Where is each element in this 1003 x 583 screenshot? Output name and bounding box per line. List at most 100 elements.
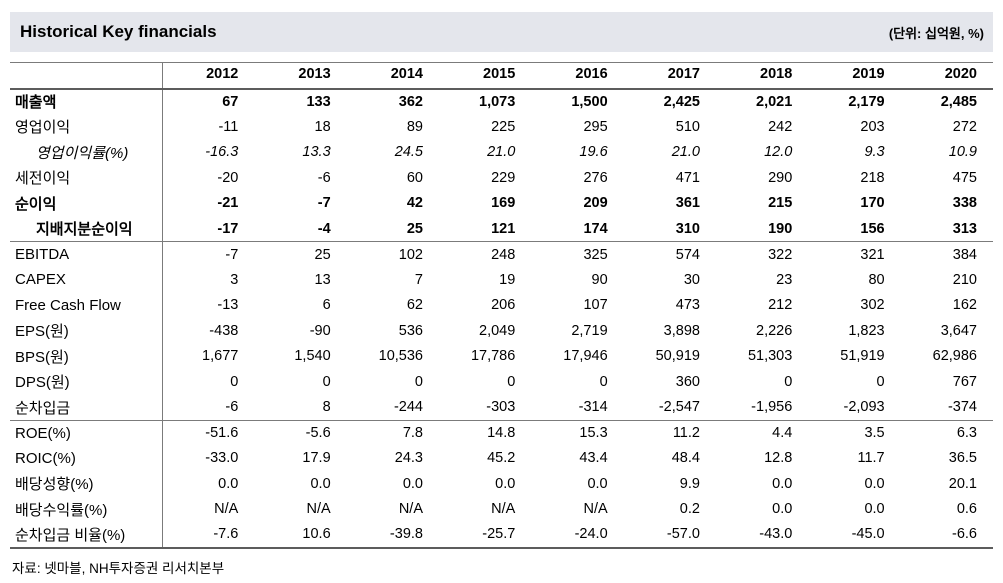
cell-value: -45.0 [808,522,901,549]
row-label: 배당성향(%) [10,471,163,497]
row-label: 순차입금 [10,394,163,421]
row-label: 영업이익 [10,114,163,140]
cell-value: 0.0 [310,475,331,492]
cell-value: 174 [531,216,624,242]
cell-value: 21.0 [671,144,700,161]
cell-value: -6 [162,394,255,421]
cell-value: -5.6 [305,425,331,441]
row-label: 영업이익률(%) [10,139,163,165]
cell-value: -17 [162,216,255,242]
cell-value: 0 [230,373,239,390]
cell-value: 162 [952,297,977,314]
table-title-bar: Historical Key financials (단위: 십억원, %) [10,12,993,52]
cell-value: 12.0 [764,144,793,161]
cell-value: 62,986 [932,348,977,365]
cell-value: 36.5 [948,450,977,467]
row-label: 세전이익 [10,165,163,191]
cell-value: 0.0 [218,475,239,492]
cell-value: 475 [952,169,977,186]
cell-value: -314 [531,394,624,421]
year-header-2020: 2020 [900,62,993,90]
cell-value: 48.4 [671,450,700,467]
table-body: 매출액 67 133 362 1,073 1,500 2,425 2,021 2,179 2,48… [10,88,993,549]
cell-value: 325 [583,246,608,263]
cell-value: 295 [583,118,608,135]
cell-value: -6.6 [900,522,993,549]
cell-value: 19.6 [579,144,608,161]
table-row: 지배지분순이익 -17 -4 25 121 174 310 190 156 313 [10,216,993,242]
cell-value: 6 [322,297,331,314]
cell-value: 121 [438,216,532,242]
cell-value: 17,946 [563,348,608,365]
cell-value: N/A [214,501,239,518]
cell-value: 45.2 [487,450,516,467]
cell-value: 574 [675,246,700,263]
cell-value: 6.3 [956,425,977,441]
cell-value: -7.6 [162,522,255,549]
cell-value: -20 [217,169,239,186]
table-row: 배당성향(%) 0.0 0.0 0.0 0.0 0.0 9.9 0.0 0.0 20.1 [10,471,993,497]
cell-value: -7 [225,246,239,263]
table-title: Historical Key financials [20,22,217,41]
table-row: BPS(원) 1,677 1,540 10,536 17,786 17,946 50,919… [10,343,993,369]
cell-value: 0.0 [495,475,516,492]
year-header-2017: 2017 [623,62,716,90]
cell-value: 321 [860,246,885,263]
cell-value: 473 [675,297,700,314]
cell-value: 536 [398,322,423,339]
cell-value: 1,677 [202,348,239,365]
cell-value: 384 [952,246,977,263]
cell-value: 10.9 [948,144,977,161]
cell-value: 7 [414,271,423,288]
cell-value: -374 [900,394,993,421]
cell-value: 203 [860,118,885,135]
cell-value: 11.2 [672,425,700,441]
cell-value: 2,425 [663,93,700,110]
cell-value: 4.4 [772,425,793,441]
cell-value: 11.7 [857,450,885,467]
cell-value: 272 [952,118,977,135]
cell-value: 0.0 [864,475,885,492]
table-row: EPS(원) -438 -90 536 2,049 2,719 3,898 2,226 1,82… [10,318,993,344]
year-header-2016: 2016 [531,62,624,90]
cell-value: 0.0 [402,475,423,492]
cell-value: N/A [491,501,516,518]
cell-value: 24.5 [394,144,423,161]
cell-value: 322 [768,246,793,263]
cell-value: 310 [623,216,716,242]
cell-value: 0.0 [772,475,793,492]
cell-value: -90 [309,322,331,339]
table-row: 배당수익률(%) N/A N/A N/A N/A N/A 0.2 0.0 0.0 0.6 [10,496,993,522]
cell-value: 156 [808,216,901,242]
cell-value: 10.6 [254,522,347,549]
cell-value: 767 [952,373,977,390]
cell-value: -11 [218,118,239,135]
cell-value: -7 [317,195,331,212]
cell-value: 13 [314,271,331,288]
table-row: EBITDA -7 25 102 248 325 574 322 321 384 [10,241,993,267]
cell-value: 102 [398,246,423,263]
cell-value: 0 [507,373,516,390]
cell-value: 0 [599,373,608,390]
cell-value: 9.9 [679,475,700,492]
cell-value: 3 [230,271,239,288]
cell-value: 107 [583,297,608,314]
cell-value: 0 [784,373,793,390]
cell-value: 206 [491,297,516,314]
cell-value: 20.1 [948,475,977,492]
cell-value: 13.3 [302,144,331,161]
cell-value: 0.6 [956,501,977,518]
cell-value: 190 [715,216,809,242]
cell-value: 8 [254,394,347,421]
row-label: CAPEX [10,267,163,293]
cell-value: -25.7 [438,522,532,549]
cell-value: 2,485 [940,93,977,110]
cell-value: 1,073 [479,93,516,110]
cell-value: -6 [317,169,331,186]
table-row: 순이익 -21 -7 42 169 209 361 215 170 338 [10,190,993,216]
table-row: DPS(원) 0 0 0 0 0 360 0 0 767 [10,369,993,395]
cell-value: 361 [675,195,700,212]
cell-value: -16.3 [205,144,239,161]
cell-value: 225 [491,118,516,135]
year-header-2018: 2018 [715,62,809,90]
